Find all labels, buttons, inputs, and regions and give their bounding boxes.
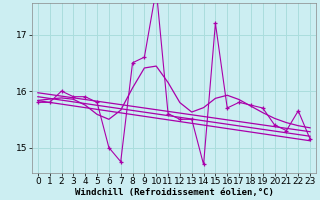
X-axis label: Windchill (Refroidissement éolien,°C): Windchill (Refroidissement éolien,°C) xyxy=(75,188,273,197)
